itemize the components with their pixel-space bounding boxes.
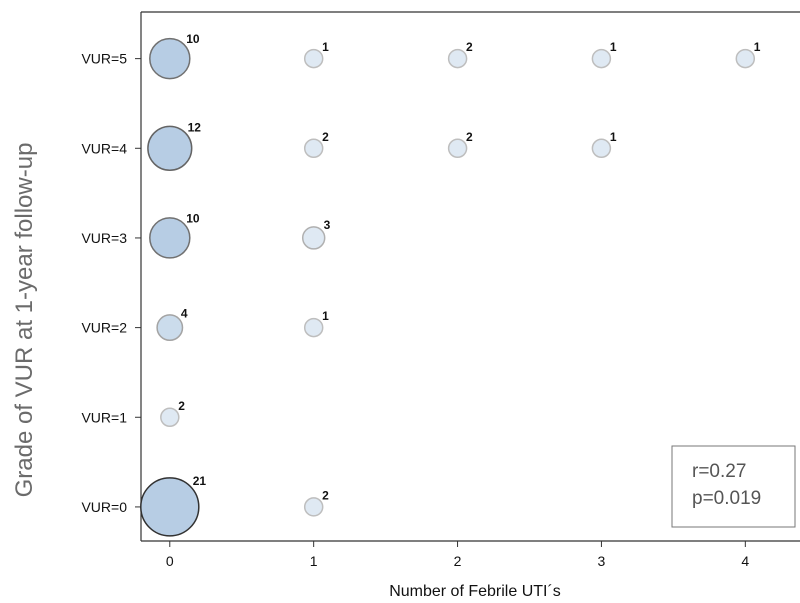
bubble-point [147,125,193,171]
y-tick-label: VUR=5 [81,51,127,67]
y-tick-label: VUR=4 [81,140,127,156]
stats-annotation: r=0.27 p=0.019 [671,445,796,528]
y-tick-label: VUR=3 [81,230,127,246]
bubble-count-label: 12 [188,121,202,135]
bubble-count-label: 1 [322,40,329,54]
bubble-point [160,407,180,428]
bubble-count-label: 1 [322,309,329,323]
y-axis-title: Grade of VUR at 1-year follow-up [11,143,38,498]
y-tick-label: VUR=0 [81,499,127,515]
x-axis-title: Number of Febrile UTI´s [389,583,561,600]
stats-r-value: r=0.27 [692,461,746,482]
bubble-point [149,217,191,259]
bubble-count-label: 2 [178,399,185,413]
bubble-point [303,48,324,69]
bubble-point [447,138,468,159]
x-tick-label: 1 [310,553,318,569]
bubble-point [591,48,612,69]
y-axis-ticks: VUR=0 VUR=1 VUR=2 VUR=3 VUR=4 VUR=5 [81,51,141,515]
stats-p-value: p=0.019 [692,488,761,509]
bubble-count-label: 3 [324,218,331,232]
bubble-count-label: 4 [181,307,188,321]
bubble-point [303,317,324,338]
bubble-count-label: 1 [610,130,617,144]
bubble-point [140,477,200,537]
bubble-count-label: 21 [193,474,207,488]
bubble-count-label: 10 [186,32,200,46]
bubble-count-label: 2 [466,40,473,54]
x-tick-label: 4 [741,553,749,569]
bubble-count-label: 2 [322,130,329,144]
bubble-point [735,48,756,69]
bubble-count-label: 2 [466,130,473,144]
stats-box [671,445,796,528]
x-tick-label: 0 [166,553,174,569]
bubbles [140,37,756,537]
bubble-point [447,48,468,69]
bubble-count-label: 10 [186,212,200,226]
y-tick-label: VUR=2 [81,320,127,336]
bubble-point [591,138,612,159]
x-axis-ticks: 0 1 2 3 4 [166,541,749,569]
plot-frame [140,11,800,542]
bubble-point [303,138,324,159]
bubble-point [303,497,324,517]
bubble-count-label: 1 [610,40,617,54]
y-tick-label: VUR=1 [81,409,127,425]
bubble-point [156,314,184,342]
bubble-count-label: 2 [322,488,329,502]
bubble-point [149,37,191,80]
bubble-point [301,226,326,250]
bubble-count-label: 1 [754,40,761,54]
x-tick-label: 3 [598,553,606,569]
x-tick-label: 2 [454,553,462,569]
